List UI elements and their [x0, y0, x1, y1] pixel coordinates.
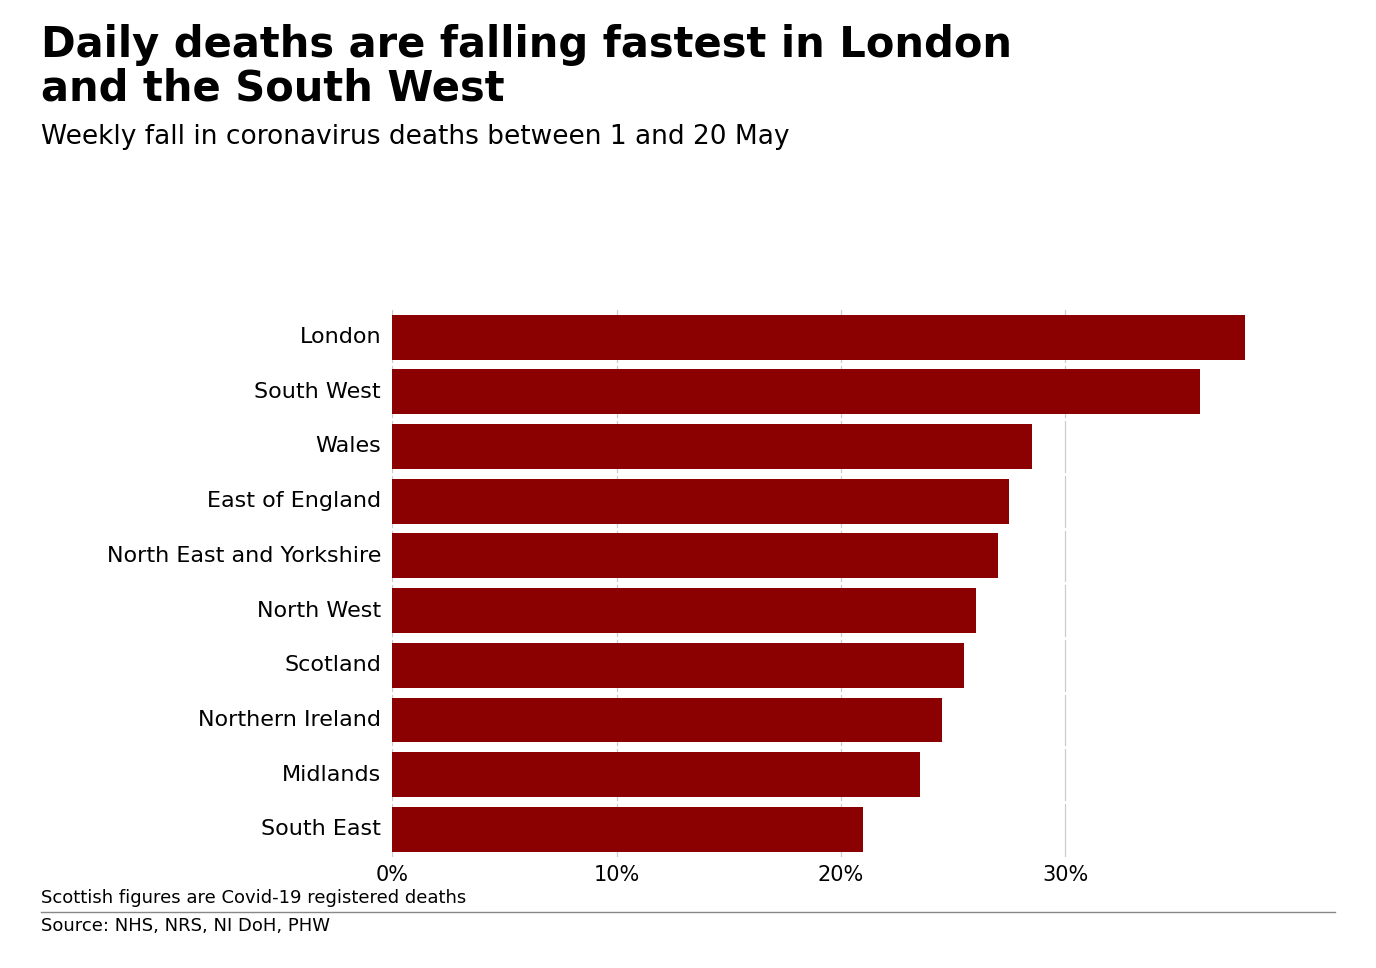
Bar: [392, 643, 965, 687]
Text: and the South West: and the South West: [41, 68, 505, 109]
Bar: [392, 479, 1010, 524]
Text: BBC: BBC: [1255, 930, 1306, 950]
Bar: [392, 807, 864, 852]
Bar: [392, 424, 1032, 469]
Bar: [392, 533, 998, 578]
Text: Weekly fall in coronavirus deaths between 1 and 20 May: Weekly fall in coronavirus deaths betwee…: [41, 124, 790, 150]
Bar: [392, 315, 1245, 359]
Text: Scottish figures are Covid-19 registered deaths: Scottish figures are Covid-19 registered…: [41, 889, 466, 907]
Text: Daily deaths are falling fastest in London: Daily deaths are falling fastest in Lond…: [41, 24, 1013, 66]
Bar: [392, 752, 919, 797]
Text: Source: NHS, NRS, NI DoH, PHW: Source: NHS, NRS, NI DoH, PHW: [41, 917, 330, 935]
Bar: [392, 589, 976, 633]
Bar: [392, 370, 1200, 414]
Bar: [392, 698, 943, 742]
